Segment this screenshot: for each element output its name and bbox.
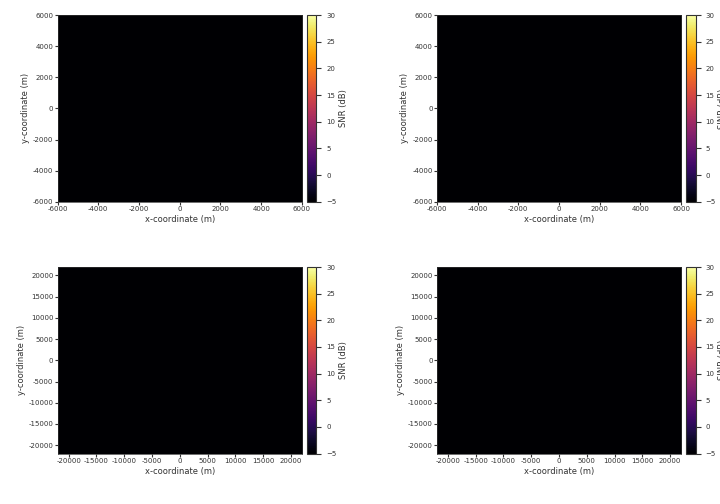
Y-axis label: SINR (dB): SINR (dB) (719, 340, 720, 381)
Y-axis label: y-coordinate (m): y-coordinate (m) (17, 325, 26, 395)
X-axis label: x-coordinate (m): x-coordinate (m) (145, 467, 215, 476)
X-axis label: x-coordinate (m): x-coordinate (m) (524, 467, 594, 476)
Y-axis label: y-coordinate (m): y-coordinate (m) (21, 74, 30, 144)
Y-axis label: y-coordinate (m): y-coordinate (m) (396, 325, 405, 395)
X-axis label: x-coordinate (m): x-coordinate (m) (145, 215, 215, 224)
Y-axis label: SINR (dB): SINR (dB) (719, 88, 720, 129)
Y-axis label: SNR (dB): SNR (dB) (339, 341, 348, 379)
X-axis label: x-coordinate (m): x-coordinate (m) (524, 215, 594, 224)
Y-axis label: y-coordinate (m): y-coordinate (m) (400, 74, 410, 144)
Y-axis label: SNR (dB): SNR (dB) (339, 90, 348, 128)
